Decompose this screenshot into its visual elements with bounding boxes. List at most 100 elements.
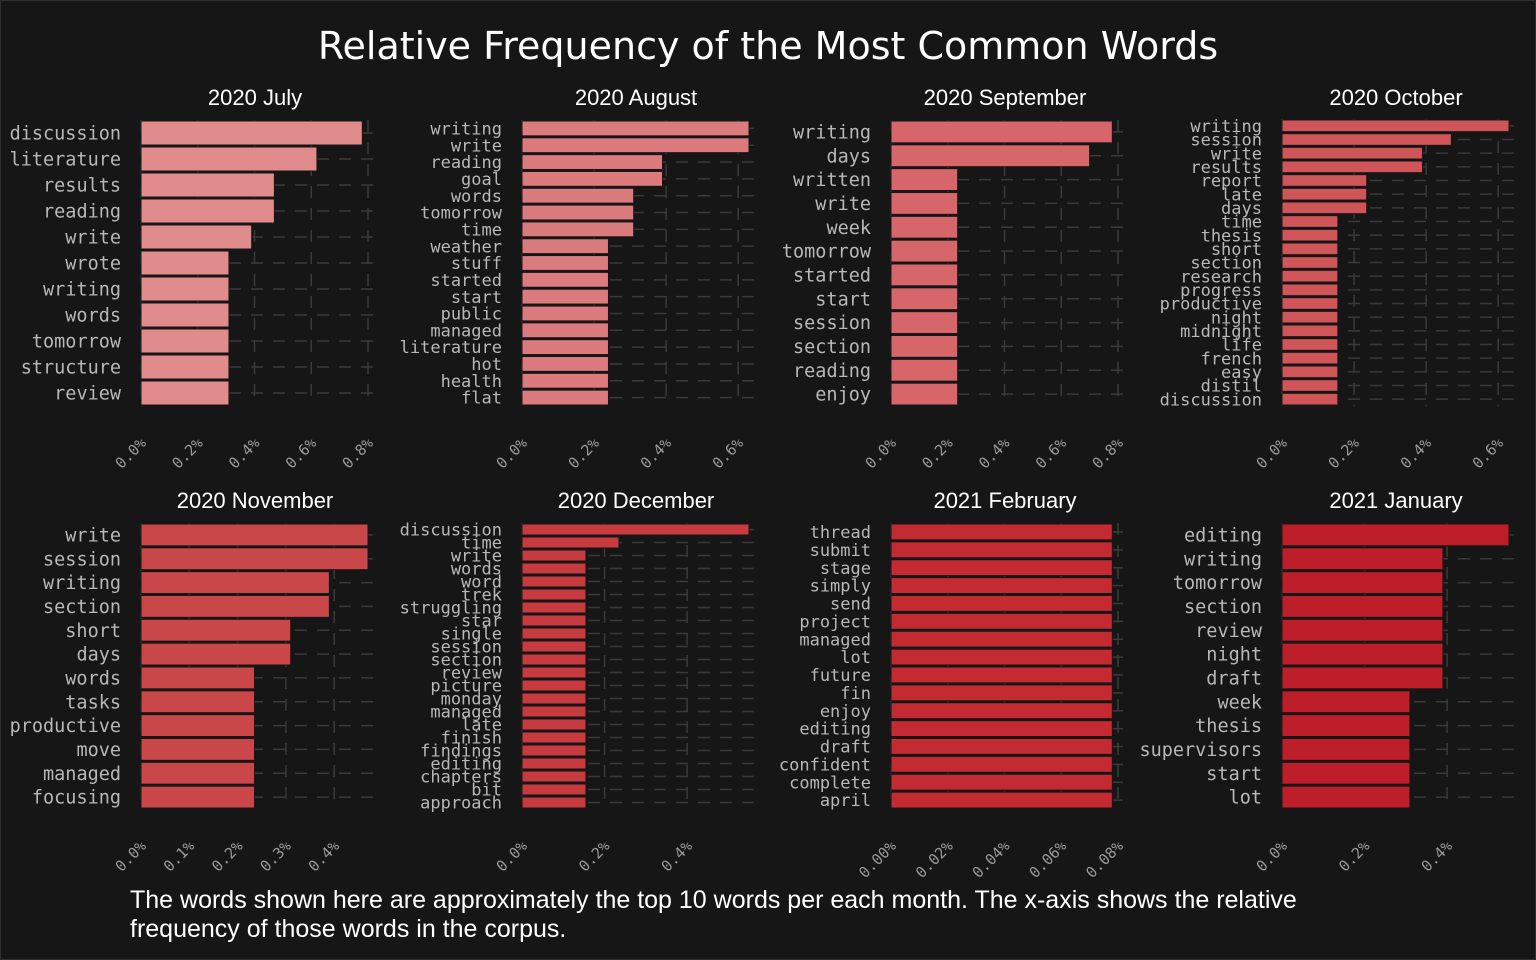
category-label: french (1201, 349, 1262, 369)
category-label: move (76, 740, 121, 761)
category-label: reading (793, 361, 871, 382)
category-label: single (441, 625, 502, 645)
category-label: draft (1206, 669, 1262, 690)
category-label: editing (799, 720, 871, 740)
category-label: editing (430, 755, 502, 775)
tick-label: 0.6% (709, 434, 747, 472)
bar (140, 146, 318, 172)
tick-label: 0.2% (918, 434, 956, 472)
bar (521, 744, 587, 757)
category-label: words (65, 669, 121, 690)
bar (890, 595, 1113, 612)
category-label: easy (1221, 363, 1262, 383)
category-label: send (830, 595, 871, 615)
category-label: report (1201, 172, 1262, 192)
chart-panel: 2020 Augustwritingwritereadinggoalwordst… (400, 85, 759, 472)
category-label: monday (441, 690, 502, 710)
bar (521, 255, 609, 271)
category-label: section (1184, 597, 1262, 618)
category-label: discussion (10, 124, 121, 145)
category-label: writing (43, 573, 121, 594)
category-label: thread (810, 523, 871, 543)
tick-label: 0.00% (855, 837, 900, 882)
bar (521, 562, 587, 575)
bar (140, 571, 330, 595)
category-label: enjoy (820, 702, 871, 722)
category-label: productive (1160, 295, 1262, 315)
bar (140, 380, 230, 406)
bar (890, 192, 959, 215)
category-label: editing (1184, 526, 1262, 547)
bar (521, 288, 609, 305)
category-label: time (461, 220, 502, 240)
panel-title: 2021 February (933, 488, 1076, 513)
bar (1281, 324, 1339, 338)
category-label: results (1190, 158, 1262, 178)
category-label: picture (430, 677, 502, 697)
category-label: section (1190, 254, 1262, 274)
category-label: write (451, 547, 502, 567)
category-label: managed (799, 630, 871, 650)
category-label: start (815, 289, 871, 310)
bar (890, 120, 1113, 144)
bar (521, 204, 635, 221)
category-label: draft (820, 738, 871, 758)
figure-title: Relative Frequency of the Most Common Wo… (317, 24, 1219, 68)
category-label: life (1221, 336, 1262, 356)
category-label: struggling (400, 599, 502, 619)
category-label: hot (471, 355, 502, 375)
bar (140, 785, 255, 809)
tick-label: 0.2% (1325, 434, 1363, 472)
bar (1281, 547, 1444, 571)
tick-label: 0.4% (637, 434, 675, 472)
tick-label: 0.6% (282, 434, 320, 472)
bar (140, 547, 369, 571)
tick-label: 0.2% (1335, 837, 1373, 875)
bar (890, 358, 959, 382)
bar (1281, 119, 1510, 133)
category-label: review (441, 664, 503, 684)
category-label: write (451, 136, 502, 156)
category-label: goal (461, 170, 502, 190)
category-label: reading (43, 202, 121, 223)
category-label: writing (430, 120, 502, 140)
bar (1281, 133, 1452, 146)
tick-label: 0.0% (493, 434, 531, 472)
bar (140, 690, 255, 714)
bar (890, 702, 1113, 720)
bar (890, 773, 1113, 791)
tick-label: 0.0% (112, 837, 150, 875)
bar (890, 684, 1113, 702)
category-label: submit (810, 541, 871, 561)
bar (521, 339, 609, 356)
category-label: session (793, 313, 871, 334)
panel-title: 2020 October (1329, 85, 1462, 110)
tick-label: 0.8% (1089, 434, 1127, 472)
category-label: start (1206, 764, 1262, 785)
bar (1281, 242, 1339, 256)
bar (521, 653, 587, 666)
bar (521, 170, 664, 187)
bar (521, 154, 664, 170)
bar (890, 630, 1113, 648)
category-label: finish (441, 729, 502, 749)
bar (140, 642, 292, 666)
bar (1281, 160, 1424, 174)
category-label: review (54, 384, 122, 405)
bar (890, 215, 959, 239)
category-label: start (451, 288, 502, 308)
tick-label: 0.06% (1025, 837, 1070, 882)
tick-label: 0.2% (168, 434, 206, 472)
bar (521, 137, 750, 154)
bar (1281, 392, 1339, 406)
bar (890, 382, 959, 406)
category-label: confident (779, 755, 871, 775)
category-label: words (451, 560, 502, 580)
category-label: midnight (1180, 322, 1262, 342)
category-label: write (1211, 144, 1262, 164)
bar (521, 523, 750, 536)
category-label: write (65, 228, 121, 249)
bar (890, 612, 1113, 630)
bar (890, 144, 1091, 168)
